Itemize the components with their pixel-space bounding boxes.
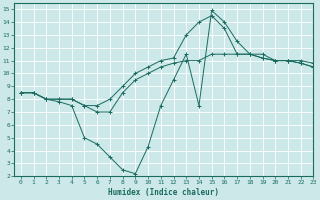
- X-axis label: Humidex (Indice chaleur): Humidex (Indice chaleur): [108, 188, 220, 197]
